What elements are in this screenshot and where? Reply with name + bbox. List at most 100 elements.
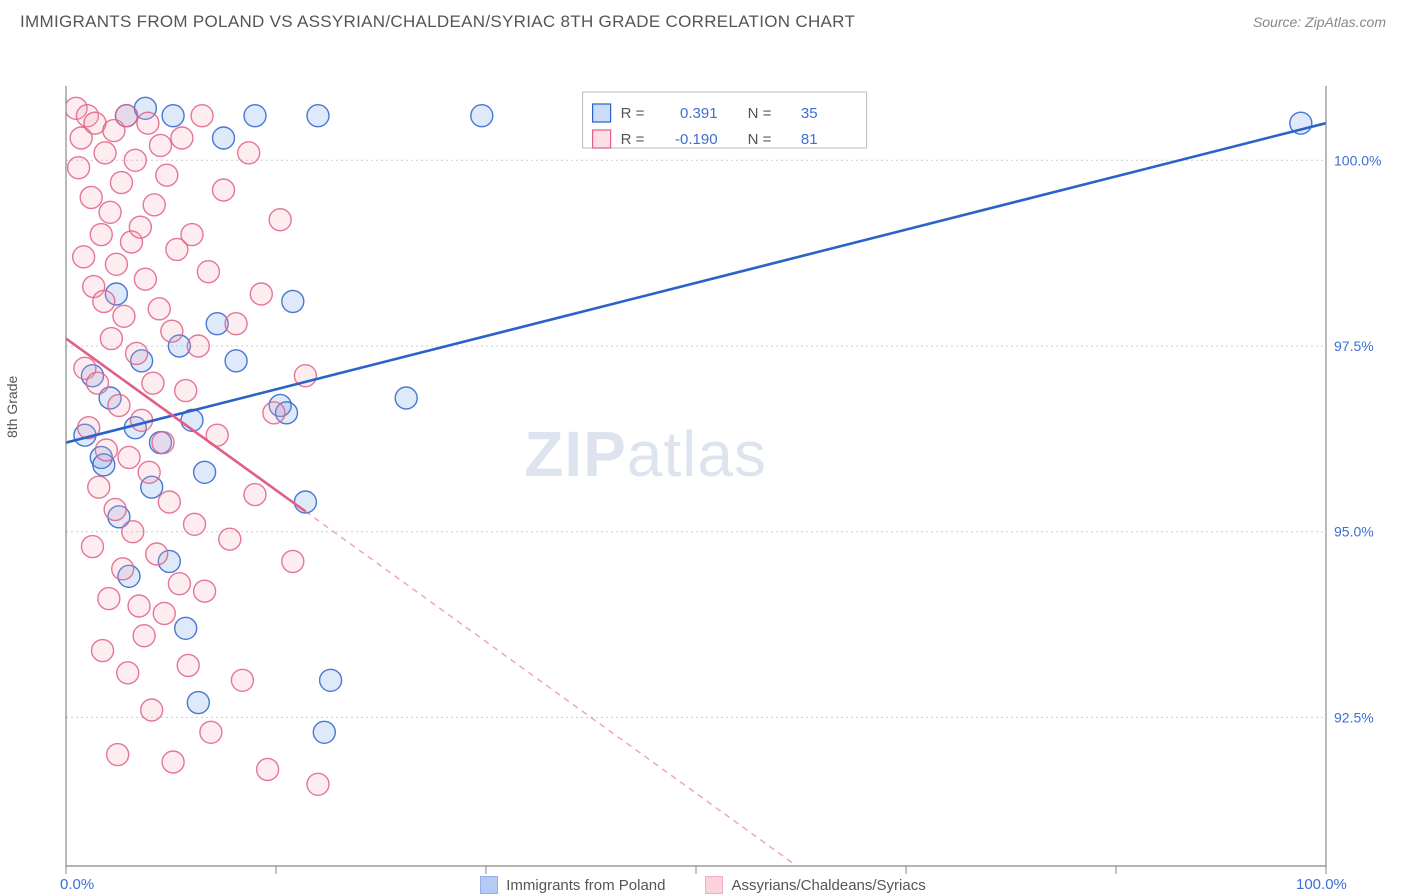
scatter-point-poland [471, 105, 493, 127]
scatter-point-assyrian [162, 751, 184, 773]
legend-swatch [593, 130, 611, 148]
legend-label: Assyrians/Chaldeans/Syriacs [731, 877, 925, 894]
scatter-point-assyrian [168, 573, 190, 595]
scatter-point-assyrian [187, 335, 209, 357]
legend-swatch [705, 876, 723, 894]
legend-swatch [480, 876, 498, 894]
scatter-point-poland [187, 692, 209, 714]
scatter-point-assyrian [307, 773, 329, 795]
legend-bottom: 0.0% 100.0% Immigrants from Poland Assyrian… [20, 876, 1386, 894]
scatter-point-poland [282, 290, 304, 312]
scatter-point-assyrian [95, 439, 117, 461]
scatter-point-assyrian [88, 476, 110, 498]
trend-line-poland [66, 123, 1326, 442]
scatter-point-assyrian [107, 744, 129, 766]
scatter-point-poland [395, 387, 417, 409]
scatter-point-poland [320, 669, 342, 691]
scatter-point-assyrian [146, 543, 168, 565]
scatter-point-assyrian [98, 588, 120, 610]
scatter-point-assyrian [126, 342, 148, 364]
chart-header: IMMIGRANTS FROM POLAND VS ASSYRIAN/CHALD… [0, 0, 1406, 40]
scatter-point-assyrian [150, 134, 172, 156]
scatter-point-poland [194, 461, 216, 483]
scatter-point-assyrian [231, 669, 253, 691]
chart-title: IMMIGRANTS FROM POLAND VS ASSYRIAN/CHALD… [20, 12, 855, 32]
scatter-point-assyrian [104, 498, 126, 520]
legend-swatch [593, 104, 611, 122]
scatter-point-assyrian [175, 380, 197, 402]
scatter-point-poland [175, 617, 197, 639]
legend-r-value: -0.190 [675, 131, 718, 148]
legend-bottom-item: Immigrants from Poland [480, 876, 665, 894]
watermark: ZIPatlas [524, 418, 767, 490]
scatter-point-assyrian [108, 394, 130, 416]
scatter-point-assyrian [143, 194, 165, 216]
scatter-point-assyrian [225, 313, 247, 335]
scatter-point-assyrian [158, 491, 180, 513]
scatter-point-assyrian [122, 521, 144, 543]
scatter-point-assyrian [161, 320, 183, 342]
y-tick-label: 97.5% [1334, 338, 1374, 354]
scatter-point-assyrian [93, 290, 115, 312]
scatter-point-poland [225, 350, 247, 372]
scatter-point-assyrian [99, 201, 121, 223]
scatter-point-assyrian [117, 662, 139, 684]
scatter-point-assyrian [124, 149, 146, 171]
scatter-point-assyrian [257, 758, 279, 780]
scatter-point-assyrian [152, 432, 174, 454]
scatter-point-assyrian [141, 699, 163, 721]
legend-n-label: N = [748, 105, 772, 122]
scatter-point-poland [213, 127, 235, 149]
y-tick-label: 100.0% [1334, 152, 1381, 168]
y-tick-label: 95.0% [1334, 524, 1374, 540]
y-axis-title: 8th Grade [4, 376, 20, 438]
scatter-point-poland [162, 105, 184, 127]
scatter-point-assyrian [90, 224, 112, 246]
scatter-point-assyrian [153, 602, 175, 624]
scatter-point-assyrian [105, 253, 127, 275]
scatter-point-assyrian [118, 446, 140, 468]
scatter-point-poland [307, 105, 329, 127]
legend-r-value: 0.391 [680, 105, 718, 122]
scatter-point-assyrian [113, 305, 135, 327]
scatter-point-assyrian [184, 513, 206, 535]
legend-r-label: R = [621, 131, 645, 148]
legend-bottom-item: Assyrians/Chaldeans/Syriacs [705, 876, 925, 894]
scatter-point-assyrian [80, 186, 102, 208]
scatter-point-assyrian [87, 372, 109, 394]
scatter-point-assyrian [238, 142, 260, 164]
legend-n-value: 35 [801, 105, 818, 122]
scatter-point-assyrian [269, 209, 291, 231]
chart-area: 8th Grade 92.5%95.0%97.5%100.0%ZIPatlasR… [20, 40, 1386, 880]
scatter-point-assyrian [128, 595, 150, 617]
scatter-point-assyrian [191, 105, 213, 127]
scatter-point-assyrian [250, 283, 272, 305]
scatter-point-assyrian [68, 157, 90, 179]
scatter-point-assyrian [137, 112, 159, 134]
scatter-point-assyrian [148, 298, 170, 320]
scatter-point-assyrian [213, 179, 235, 201]
scatter-point-assyrian [92, 640, 114, 662]
scatter-point-assyrian [194, 580, 216, 602]
x-tick-label-min: 0.0% [60, 876, 94, 893]
scatter-point-assyrian [219, 528, 241, 550]
legend-n-value: 81 [801, 131, 818, 148]
scatter-point-assyrian [73, 246, 95, 268]
scatter-point-assyrian [129, 216, 151, 238]
scatter-point-assyrian [282, 550, 304, 572]
scatter-chart-svg: 92.5% 95.0% 97.5% 100.0% ZIPatlas R = 0.391 N =… [20, 40, 1386, 880]
scatter-point-assyrian [263, 402, 285, 424]
scatter-point-assyrian [197, 261, 219, 283]
legend-n-label: N = [748, 131, 772, 148]
scatter-point-assyrian [200, 721, 222, 743]
scatter-point-assyrian [134, 268, 156, 290]
x-tick-label-max: 100.0% [1296, 876, 1347, 893]
scatter-point-assyrian [100, 328, 122, 350]
scatter-point-poland [294, 491, 316, 513]
y-tick-label: 92.5% [1334, 709, 1374, 725]
scatter-point-assyrian [138, 461, 160, 483]
source-label: Source: ZipAtlas.com [1253, 14, 1386, 30]
scatter-point-assyrian [110, 172, 132, 194]
scatter-point-assyrian [181, 224, 203, 246]
scatter-point-assyrian [171, 127, 193, 149]
